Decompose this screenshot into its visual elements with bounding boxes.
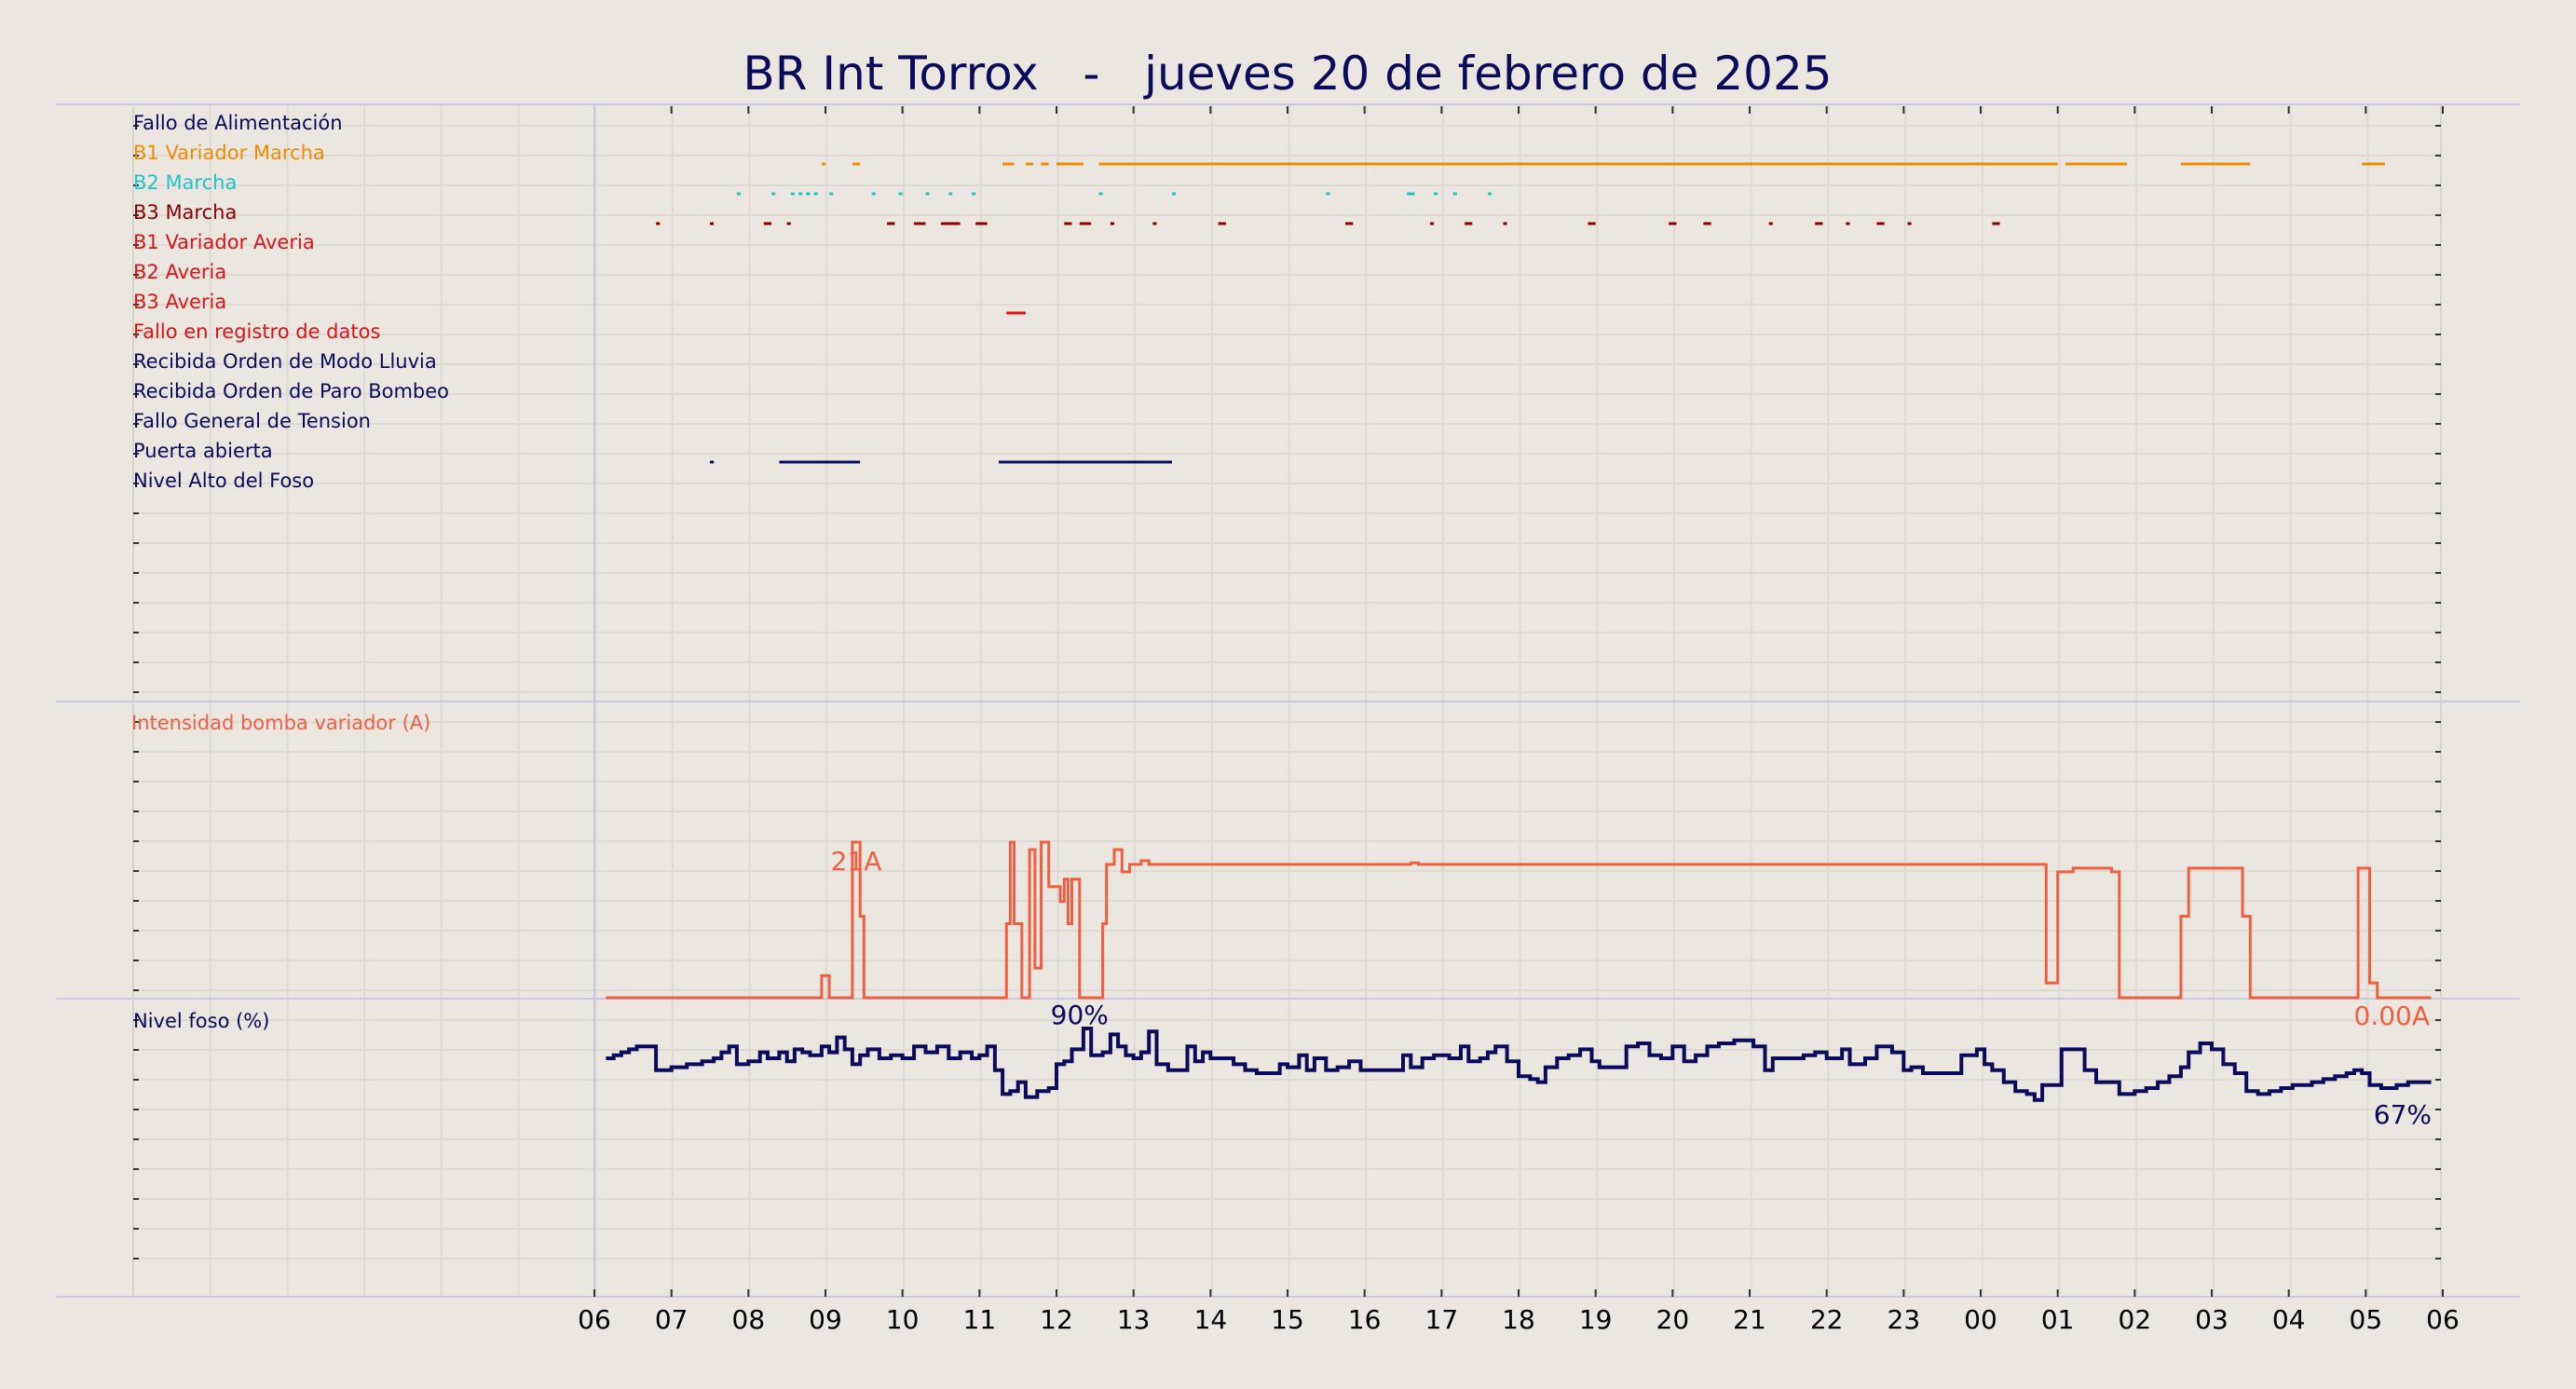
x-tick-label: 08 [732,1304,766,1335]
digital-signals-panel: Fallo de Alimentación B1 Variador Marcha B… [133,112,2385,492]
signal-label: Fallo de Alimentación [133,112,343,134]
x-tick-label: 21 [1733,1304,1766,1335]
x-tick-label: 09 [809,1304,842,1335]
x-tick-label: 06 [578,1304,611,1335]
x-tick-label: 19 [1579,1304,1613,1335]
signal-label: B3 Marcha [133,201,237,224]
current-series-line [606,840,2432,1000]
signal-label: Recibida Orden de Paro Bombeo [133,380,449,402]
level-max-label: 90% [1051,1000,1109,1030]
current-axis-label: Intensidad bomba variador (A) [131,712,430,734]
chart-title: BR Int Torrox - jueves 20 de febrero de … [743,47,1832,101]
signal-label: Nivel Alto del Foso [133,470,314,492]
x-tick-label: 22 [1810,1304,1844,1335]
level-axis-label: Nivel foso (%) [133,1010,269,1032]
x-tick-label: 15 [1271,1304,1304,1335]
x-tick-label: 23 [1888,1304,1921,1335]
x-tick-label: 10 [886,1304,920,1335]
signal-label: Fallo General de Tension [133,410,371,432]
x-tick-label: 16 [1348,1304,1382,1335]
signal-label: Recibida Orden de Modo Lluvia [133,350,437,373]
x-tick-label: 07 [655,1304,688,1335]
signal-label: Puerta abierta [133,440,273,462]
x-tick-label: 04 [2272,1304,2306,1335]
level-series-line [606,1027,2432,1102]
x-tick-label: 13 [1117,1304,1151,1335]
signal-label: B2 Marcha [133,171,237,194]
signal-label: B2 Averia [133,261,226,283]
x-tick-label: 05 [2350,1304,2383,1335]
signal-label: B1 Variador Marcha [133,142,325,164]
axes [56,103,2520,1298]
x-tick-label: 20 [1656,1304,1690,1335]
grid [132,104,2441,1297]
x-tick-label: 02 [2119,1304,2152,1335]
x-tick-label: 18 [1502,1304,1535,1335]
signal-label: B3 Averia [133,291,226,313]
x-tick-label: 11 [963,1304,997,1335]
signal-label: B1 Variador Averia [133,231,315,253]
x-tick-label: 00 [1964,1304,1997,1335]
signal-label: Fallo en registro de datos [133,320,380,343]
x-tick-label: 06 [2426,1304,2460,1335]
level-panel: Nivel foso (%) 90% 67% [133,1000,2432,1130]
current-last-label: 0.00A [2354,1001,2431,1031]
x-tick-label: 01 [2041,1304,2075,1335]
x-tick-label: 14 [1194,1304,1228,1335]
x-axis-ticks: 06 07 08 09 10 11 12 13 14 15 16 17 18 19 20 21 22 23 00 01… [578,1289,2460,1335]
current-max-label: 21A [831,846,882,877]
level-last-label: 67% [2374,1099,2432,1130]
x-tick-label: 12 [1040,1304,1073,1335]
x-tick-label: 17 [1425,1304,1459,1335]
current-panel: Intensidad bomba variador (A) 21A 0.00A [131,712,2432,1031]
x-tick-label: 03 [2195,1304,2228,1335]
